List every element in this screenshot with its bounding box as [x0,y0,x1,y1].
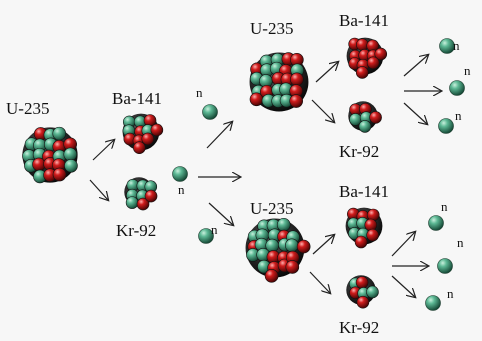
proton [144,189,158,203]
free-neutron-9 [425,295,441,311]
free-neutrons-layer [172,38,465,311]
ba141-label-upper: Ba-141 [339,11,390,30]
neutron-label-5: n [464,63,471,78]
proton [133,141,146,155]
arrow-neutron-6 [403,102,427,124]
proton [150,123,164,137]
neutron-label-9: n [447,286,454,301]
neutron-label-1: n [196,85,203,100]
neutron [52,126,67,141]
proton [354,235,368,249]
arrows-layer [89,55,441,297]
nuclei-layer [22,37,388,309]
arrow-to-kr92-upper [311,99,334,122]
proton [366,228,379,242]
u235-nucleus-upper [249,52,309,112]
kr92-label-lower: Kr-92 [339,318,380,337]
free-neutron-4 [439,38,455,54]
arrow-neutron-4 [403,55,428,77]
neutron-label-4: n [453,38,460,53]
free-neutron-5 [449,80,465,96]
neutron-label-2: n [178,182,185,197]
proton [355,276,369,289]
proton [356,295,370,309]
neutron [358,120,372,133]
proton [285,260,300,274]
ba141-nucleus-upper [346,37,388,79]
free-neutron-3 [198,228,214,244]
u235-label-upper: U-235 [250,19,294,38]
arrow-to-kr92-first [89,179,108,200]
neutron [63,147,78,162]
u235-label-initial: U-235 [6,99,50,118]
u235-nucleus-lower [245,217,311,283]
proton [290,72,304,87]
arrow-neutron-9 [391,275,415,297]
neutron [125,196,139,209]
arrow-to-u235-lower [208,202,233,225]
ba141-nucleus-lower [345,207,383,249]
ba141-label-first: Ba-141 [112,89,163,108]
ba141-nucleus-first [122,113,164,155]
kr92-label-first: Kr-92 [116,221,157,240]
proton [289,94,303,108]
proton [52,167,67,182]
neutron-label-6: n [455,108,462,123]
neutron-label-3: n [211,222,218,237]
kr92-label-upper: Kr-92 [339,142,380,161]
proton [296,239,311,254]
u235-nucleus-initial [22,126,78,184]
kr92-nucleus-lower [346,275,379,309]
neutron [285,238,299,253]
neutron [366,285,379,299]
kr92-nucleus-upper [348,101,382,133]
free-neutron-1 [202,104,218,120]
arrow-neutron-7 [391,232,415,257]
kr92-nucleus-first [124,177,158,211]
proton [141,132,155,146]
proton [369,111,382,124]
arrow-to-u235-upper [206,122,232,149]
arrow-to-ba141-lower [312,235,334,255]
neutron [276,217,291,232]
neutron-label-8: n [457,235,464,250]
proton [136,197,150,211]
proton [374,47,388,61]
arrow-to-ba141-upper [315,62,338,83]
free-neutron-7 [428,215,444,231]
ba141-label-lower: Ba-141 [339,182,390,201]
proton [355,66,369,79]
neutron-label-7: n [441,199,448,214]
proton [264,269,279,283]
arrow-to-kr92-lower [309,271,330,293]
free-neutron-2 [172,166,188,182]
arrow-to-ba141-first [92,140,114,161]
free-neutron-6 [438,118,454,134]
u235-label-lower: U-235 [250,199,294,218]
neutron [64,158,78,173]
proton [366,56,380,70]
free-neutron-8 [437,258,453,274]
